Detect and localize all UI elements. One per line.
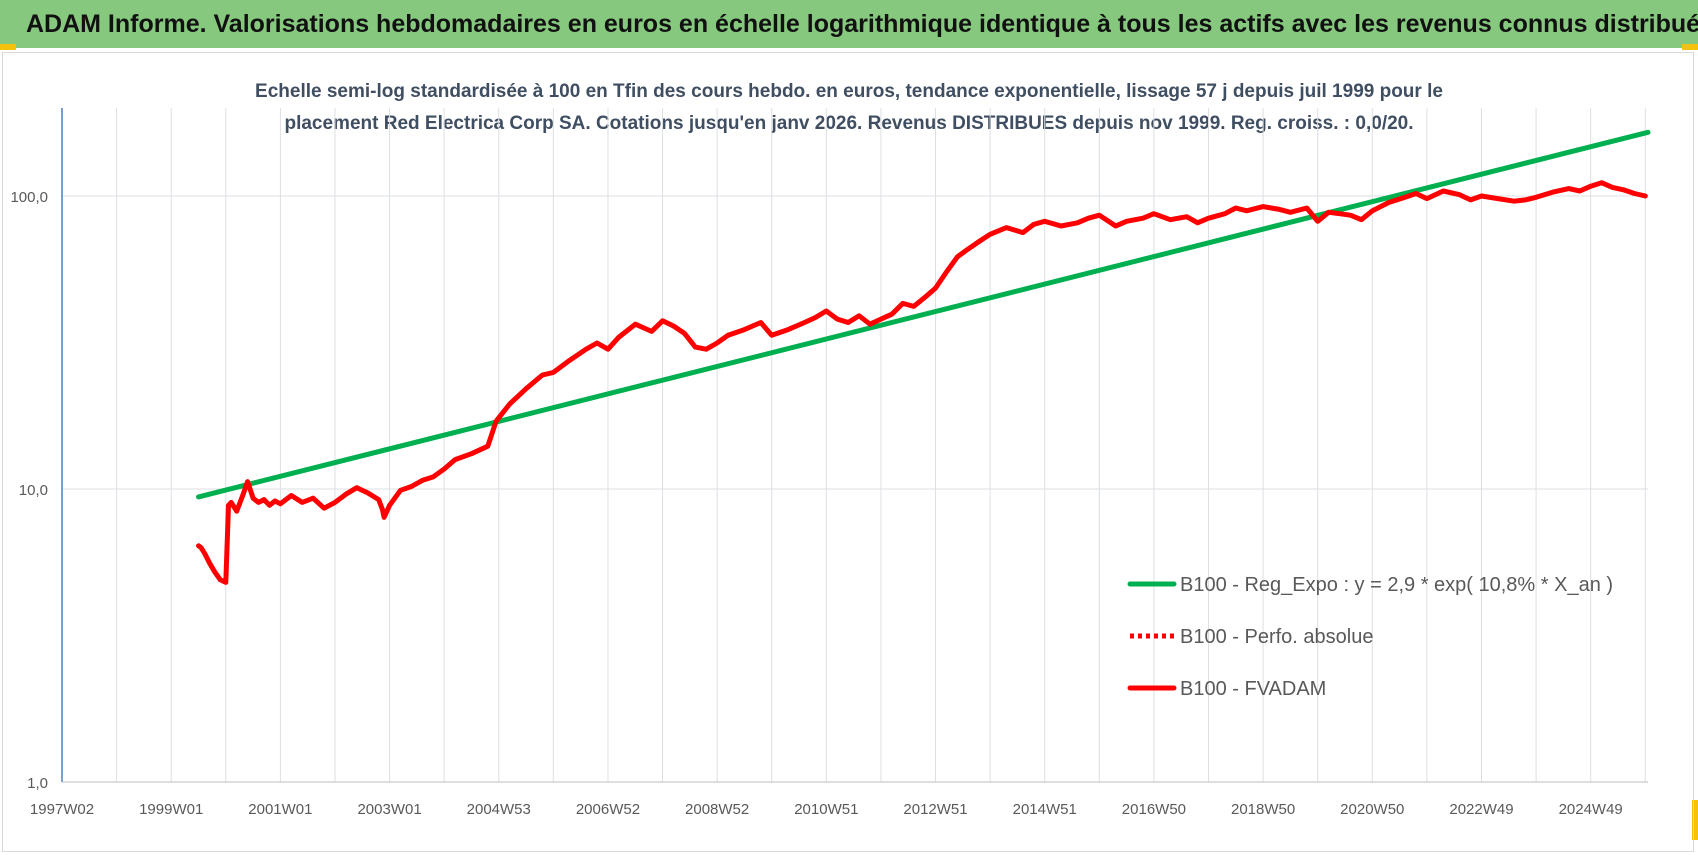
x-tick-label: 2010W51 <box>794 801 858 818</box>
tick-labels: 1,0 10,0 100,0 1997W02 1999W01 2001W01 2003W01… <box>10 189 1622 818</box>
x-tick-label: 2004W53 <box>467 801 531 818</box>
chart-title-line-1: Echelle semi-log standardisée à 100 en T… <box>255 81 1443 102</box>
x-tick-label: 1999W01 <box>139 801 203 818</box>
x-tick-label: 2018W50 <box>1231 801 1295 818</box>
corner-marker-bottom-right <box>1692 800 1698 840</box>
legend-label-1: B100 - Perfo. absolue <box>1180 626 1373 648</box>
x-tick-label: 2022W49 <box>1449 801 1513 818</box>
y-tick-label: 10,0 <box>19 482 48 499</box>
report-banner-title: ADAM Informe. Valorisations hebdomadaire… <box>0 0 1698 48</box>
series-line-2 <box>196 180 1648 585</box>
legend-label-2: B100 - FVADAM <box>1180 678 1326 700</box>
chart-title-line-2: placement Red Electrica Corp SA. Cotatio… <box>284 113 1413 134</box>
chart-frame <box>2 52 1694 852</box>
x-tick-label: 2003W01 <box>357 801 421 818</box>
legend: B100 - Reg_Expo : y = 2,9 * exp( 10,8% *… <box>1127 574 1613 700</box>
x-tick-label: 2012W51 <box>903 801 967 818</box>
series-lines <box>196 129 1651 585</box>
x-tick-label: 2024W49 <box>1559 801 1623 818</box>
legend-label-0: B100 - Reg_Expo : y = 2,9 * exp( 10,8% *… <box>1180 574 1613 596</box>
corner-marker-top-left <box>0 44 16 50</box>
x-tick-label: 2006W52 <box>576 801 640 818</box>
x-tick-label: 2008W52 <box>685 801 749 818</box>
grid-lines <box>61 108 1648 783</box>
x-tick-label: 2014W51 <box>1013 801 1077 818</box>
corner-marker-top-right <box>1682 44 1698 50</box>
x-tick-label: 2001W01 <box>248 801 312 818</box>
axes <box>61 108 1648 783</box>
y-tick-label: 100,0 <box>10 189 48 206</box>
y-tick-label: 1,0 <box>27 775 48 792</box>
x-tick-label: 2020W50 <box>1340 801 1404 818</box>
series-line-0 <box>196 129 1651 500</box>
x-tick-label: 2016W50 <box>1122 801 1186 818</box>
x-tick-label: 1997W02 <box>30 801 94 818</box>
